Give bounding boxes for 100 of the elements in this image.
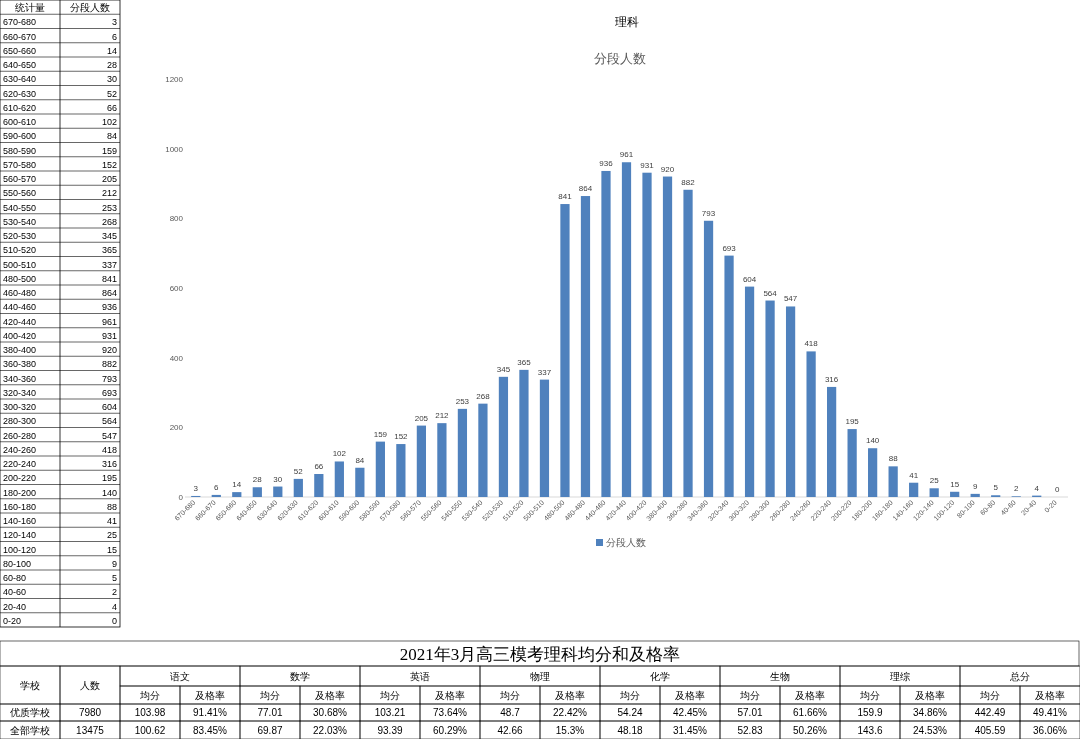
- text: 学校: [20, 679, 40, 691]
- text: 13475: [76, 724, 105, 736]
- text: 660-670: [3, 31, 37, 42]
- text: 195: [101, 473, 117, 484]
- bar: [273, 486, 283, 497]
- text: 60.29%: [433, 724, 468, 736]
- text: 均分: [859, 689, 880, 701]
- bar: [909, 482, 919, 497]
- text: 分段人数: [70, 2, 110, 14]
- text: 500-510: [3, 259, 37, 270]
- text: 320-340: [3, 387, 37, 398]
- data-label: 316: [824, 374, 839, 384]
- data-label: 268: [476, 391, 491, 401]
- data-label: 102: [332, 449, 347, 459]
- text: 931: [101, 330, 117, 341]
- data-label: 212: [435, 411, 450, 421]
- data-label: 882: [681, 177, 696, 187]
- text: 7980: [78, 707, 102, 718]
- text: 360-380: [3, 359, 37, 370]
- bar: [498, 376, 509, 497]
- data-label: 25: [929, 476, 940, 486]
- text: 20-40: [3, 601, 27, 612]
- text: 240-260: [3, 444, 37, 455]
- bar: [847, 429, 857, 497]
- text: 0-20: [3, 615, 22, 626]
- text: 180-200: [3, 487, 37, 498]
- data-label: 205: [414, 413, 429, 423]
- text: 24.53%: [913, 724, 948, 736]
- text: 961: [101, 316, 117, 327]
- bar: [621, 162, 632, 497]
- data-label: 9: [972, 481, 978, 491]
- text: 600-610: [3, 117, 37, 128]
- chart-title: 理科: [615, 15, 639, 29]
- text: 生物: [770, 670, 790, 682]
- bar: [211, 494, 221, 497]
- text: 均分: [979, 689, 1000, 701]
- text: 统计量: [15, 2, 45, 14]
- bar: [539, 379, 550, 497]
- text: 语文: [170, 670, 190, 682]
- data-label: 864: [578, 184, 593, 194]
- text: 30.68%: [313, 707, 348, 718]
- bar: [724, 255, 734, 497]
- data-label: 841: [558, 192, 573, 202]
- text: 604: [101, 402, 117, 413]
- text: 693: [101, 387, 117, 398]
- text: 640-650: [3, 60, 37, 71]
- text: 570-580: [3, 159, 37, 170]
- data-label: 14: [232, 480, 242, 490]
- bar: [601, 170, 611, 497]
- text: 均分: [379, 689, 400, 701]
- text: 159.9: [857, 707, 883, 718]
- bar: [827, 386, 837, 497]
- data-label: 337: [537, 367, 552, 377]
- text: 200-220: [3, 473, 37, 484]
- text: 41: [106, 516, 117, 527]
- text: 均分: [619, 689, 640, 701]
- text: 253: [101, 202, 117, 213]
- text: 630-640: [3, 74, 37, 85]
- text: 52: [106, 88, 117, 99]
- text: 73.64%: [433, 707, 468, 718]
- y-tick-label: 400: [169, 353, 184, 363]
- text: 6: [111, 31, 117, 42]
- chart-subtitle: 分段人数: [594, 51, 646, 66]
- text: 102: [101, 117, 117, 128]
- data-label: 4: [1034, 483, 1040, 493]
- data-label: 931: [640, 160, 655, 170]
- text: 2021年3月高三模考理科均分和及格率: [399, 645, 681, 664]
- text: 88: [106, 501, 117, 512]
- data-label: 547: [783, 294, 798, 304]
- bar: [314, 474, 324, 497]
- text: 及格率: [1035, 689, 1065, 701]
- text: 及格率: [195, 689, 225, 701]
- text: 340-360: [3, 373, 37, 384]
- bar: [416, 425, 426, 497]
- text: 及格率: [795, 689, 825, 701]
- data-label: 6: [214, 482, 220, 492]
- bar: [232, 492, 242, 497]
- text: 480-500: [3, 273, 37, 284]
- bar: [950, 491, 960, 497]
- text: 30: [106, 74, 117, 85]
- text: 300-320: [3, 402, 37, 413]
- data-label: 2: [1013, 484, 1019, 494]
- text: 及格率: [315, 689, 345, 701]
- text: 936: [101, 302, 117, 313]
- text: 882: [101, 359, 117, 370]
- data-label: 253: [455, 396, 470, 406]
- text: 864: [101, 288, 117, 299]
- text: 优质学校: [10, 707, 50, 718]
- text: 31.45%: [673, 724, 708, 736]
- text: 580-590: [3, 145, 37, 156]
- text: 及格率: [435, 689, 465, 701]
- text: 9: [111, 558, 117, 569]
- text: 100-120: [3, 544, 37, 555]
- text: 28: [106, 60, 117, 71]
- text: 560-570: [3, 174, 37, 185]
- data-label: 961: [619, 150, 634, 160]
- bar: [744, 286, 755, 497]
- text: 103.21: [374, 707, 406, 718]
- bar: [560, 204, 570, 497]
- text: 人数: [80, 679, 100, 691]
